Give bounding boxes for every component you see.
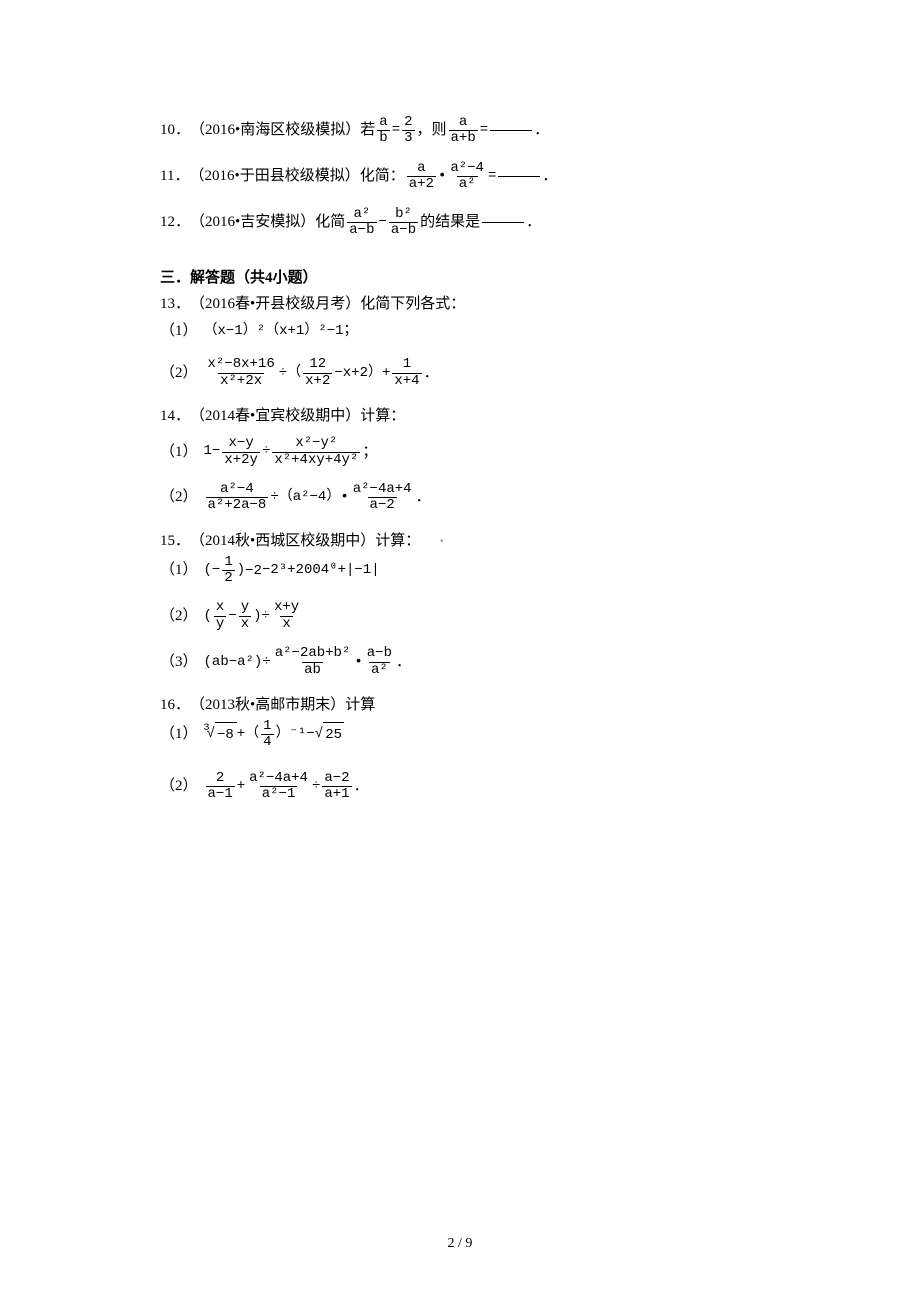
answer-blank	[498, 176, 540, 177]
fraction-a-ab: a a+b	[449, 115, 478, 147]
problem-source: （2013秋•高邮市期末）计算	[190, 692, 375, 719]
problem-source: （2014春•宜宾校级期中）计算：	[190, 403, 405, 430]
problem-16: 16． （2013秋•高邮市期末）计算 （1） 3 √ −8 +（ 1 4 ）⁻…	[160, 692, 760, 803]
problem-source: （2014秋•西城区校级期中）计算：	[190, 528, 420, 555]
fraction: x y	[214, 600, 226, 632]
fraction: a²−4a+4 a²−1	[247, 771, 310, 803]
problem-15: 15． （2014秋•西城区校级期中）计算： ▪ （1） (− 1 2 ) −2…	[160, 528, 760, 678]
fraction: 2 a−1	[206, 771, 235, 803]
problem-number: 10．	[160, 117, 190, 144]
fraction: a²−4a+4 a−2	[351, 482, 414, 514]
fraction: 1 x+4	[392, 357, 421, 389]
section-3-title: 三．解答题（共4小题）	[160, 266, 760, 287]
fraction-2-3: 2 3	[402, 115, 414, 147]
problem-source: （2016•吉安模拟）化简	[190, 209, 345, 236]
fraction: x−y x+2y	[222, 436, 260, 468]
fraction: x+y x	[272, 600, 301, 632]
fraction: a²−4 a²+2a−8	[206, 482, 269, 514]
problem-number: 16．	[160, 692, 190, 719]
marker-dot: ▪	[440, 534, 443, 548]
problem-number: 13．	[160, 291, 190, 318]
fraction: a²−2ab+b² ab	[273, 646, 353, 678]
fraction: x²−8x+16 x²+2x	[206, 357, 277, 389]
answer-blank	[490, 130, 532, 131]
fraction: a−b a²	[365, 646, 394, 678]
problem-12: 12． （2016•吉安模拟）化简 a² a−b − b² a−b 的结果是 ．	[160, 207, 760, 239]
expression: （x−1）²（x+1）²−1；	[204, 319, 358, 344]
problem-number: 12．	[160, 209, 190, 236]
answer-blank	[482, 222, 524, 223]
fraction-a-b: a b	[377, 115, 389, 147]
fraction: x²−y² x²+4xy+4y²	[272, 436, 360, 468]
problem-10: 10． （2016•南海区校级模拟）若 a b = 2 3 ，则 a a+b =…	[160, 115, 760, 147]
fraction: y x	[239, 600, 251, 632]
fraction: 1 2	[222, 555, 234, 587]
problem-14: 14． （2014春•宜宾校级期中）计算： （1） 1− x−y x+2y ÷ …	[160, 403, 760, 514]
fraction: a−2 a+1	[322, 771, 351, 803]
fraction: 12 x+2	[303, 357, 332, 389]
problem-source: （2016春•开县校级月考）化简下列各式：	[190, 291, 465, 318]
fraction: a² a−b	[347, 207, 376, 239]
problem-number: 11．	[160, 163, 189, 190]
problem-11: 11． （2016•于田县校级模拟）化简： a a+2 • a²−4 a² = …	[160, 161, 760, 193]
fraction: a²−4 a²	[448, 161, 486, 193]
fraction: b² a−b	[389, 207, 418, 239]
fraction: a a+2	[407, 161, 436, 193]
cube-root: 3 √ −8	[204, 722, 237, 748]
problem-source: （2016•南海区校级模拟）若	[190, 117, 375, 144]
problem-source: （2016•于田县校级模拟）化简：	[189, 163, 404, 190]
page-footer: 2 / 9	[0, 1236, 920, 1252]
square-root: √ 25	[315, 722, 344, 748]
problem-13: 13． （2016春•开县校级月考）化简下列各式： （1） （x−1）²（x+1…	[160, 291, 760, 389]
problem-number: 15．	[160, 528, 190, 555]
fraction: 1 4	[261, 719, 273, 751]
problem-number: 14．	[160, 403, 190, 430]
